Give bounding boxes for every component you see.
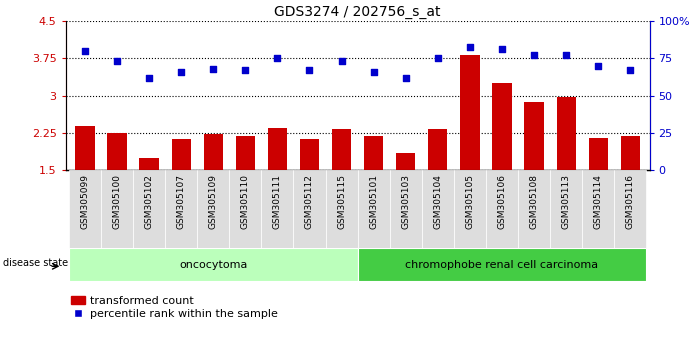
FancyBboxPatch shape	[133, 170, 165, 248]
Text: GSM305104: GSM305104	[433, 174, 442, 229]
Bar	[236, 136, 255, 170]
Text: GSM305106: GSM305106	[498, 174, 507, 229]
FancyBboxPatch shape	[422, 170, 454, 248]
Point	[560, 53, 571, 58]
FancyBboxPatch shape	[486, 170, 518, 248]
Point	[304, 68, 315, 73]
Bar	[460, 55, 480, 170]
Point	[336, 58, 347, 64]
Point	[176, 69, 187, 75]
Text: GSM305107: GSM305107	[177, 174, 186, 229]
Text: GSM305110: GSM305110	[240, 174, 250, 229]
Bar	[171, 139, 191, 170]
FancyBboxPatch shape	[197, 170, 229, 248]
FancyBboxPatch shape	[454, 170, 486, 248]
FancyBboxPatch shape	[229, 170, 261, 248]
Text: chromophobe renal cell carcinoma: chromophobe renal cell carcinoma	[406, 259, 598, 270]
FancyBboxPatch shape	[165, 170, 197, 248]
Point	[144, 75, 155, 81]
FancyBboxPatch shape	[357, 170, 390, 248]
Text: GSM305114: GSM305114	[594, 174, 603, 229]
Bar	[396, 153, 415, 170]
Point	[272, 56, 283, 61]
Point	[496, 47, 507, 52]
Point	[79, 48, 91, 54]
Point	[111, 58, 122, 64]
FancyBboxPatch shape	[357, 248, 646, 281]
Bar	[492, 83, 511, 170]
Point	[208, 66, 219, 72]
Text: GSM305105: GSM305105	[465, 174, 475, 229]
Point	[593, 63, 604, 69]
Bar	[428, 129, 447, 170]
Bar	[204, 134, 223, 170]
Title: GDS3274 / 202756_s_at: GDS3274 / 202756_s_at	[274, 5, 441, 19]
Point	[240, 68, 251, 73]
Text: GSM305102: GSM305102	[144, 174, 153, 229]
FancyBboxPatch shape	[101, 170, 133, 248]
FancyBboxPatch shape	[69, 170, 101, 248]
FancyBboxPatch shape	[261, 170, 294, 248]
Text: GSM305111: GSM305111	[273, 174, 282, 229]
Text: GSM305112: GSM305112	[305, 174, 314, 229]
Point	[368, 69, 379, 75]
FancyBboxPatch shape	[390, 170, 422, 248]
Text: GSM305103: GSM305103	[401, 174, 410, 229]
Bar	[300, 139, 319, 170]
FancyBboxPatch shape	[325, 170, 357, 248]
Point	[400, 75, 411, 81]
Text: oncocytoma: oncocytoma	[179, 259, 247, 270]
Text: disease state: disease state	[3, 258, 68, 268]
Bar	[75, 126, 95, 170]
Bar	[332, 129, 351, 170]
Legend: transformed count, percentile rank within the sample: transformed count, percentile rank withi…	[71, 296, 278, 319]
Text: GSM305109: GSM305109	[209, 174, 218, 229]
Point	[433, 56, 444, 61]
Bar	[267, 128, 287, 170]
FancyBboxPatch shape	[294, 170, 325, 248]
Text: GSM305108: GSM305108	[529, 174, 538, 229]
Text: GSM305099: GSM305099	[80, 174, 89, 229]
Point	[529, 53, 540, 58]
FancyBboxPatch shape	[582, 170, 614, 248]
Bar	[364, 136, 384, 170]
FancyBboxPatch shape	[69, 248, 357, 281]
Text: GSM305116: GSM305116	[626, 174, 635, 229]
Bar	[589, 138, 608, 170]
Text: GSM305115: GSM305115	[337, 174, 346, 229]
Bar	[621, 136, 640, 170]
Text: GSM305100: GSM305100	[113, 174, 122, 229]
Bar	[107, 133, 126, 170]
Bar	[556, 97, 576, 170]
FancyBboxPatch shape	[614, 170, 646, 248]
Point	[464, 44, 475, 49]
Text: GSM305101: GSM305101	[369, 174, 378, 229]
Text: GSM305113: GSM305113	[562, 174, 571, 229]
Bar	[140, 158, 159, 170]
FancyBboxPatch shape	[518, 170, 550, 248]
Point	[625, 68, 636, 73]
FancyBboxPatch shape	[550, 170, 582, 248]
Bar	[524, 102, 544, 170]
